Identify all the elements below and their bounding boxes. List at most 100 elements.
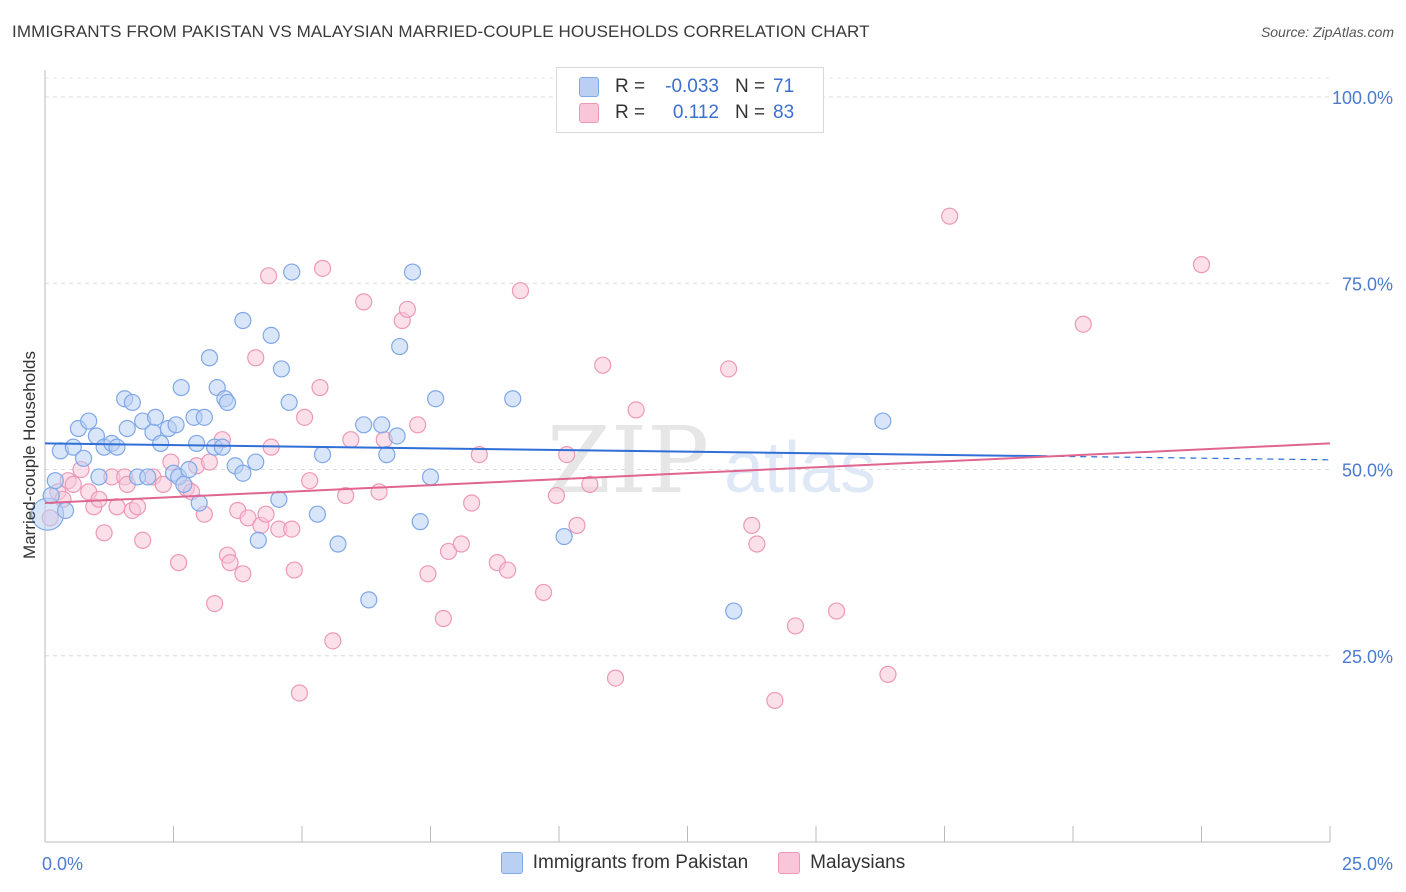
malaysians-point: [200, 453, 219, 471]
pakistan-point: [190, 494, 208, 512]
legend-r-label: R =: [615, 76, 646, 97]
malaysians-point: [511, 282, 530, 300]
malaysians-point: [301, 472, 319, 490]
pakistan-point: [270, 490, 288, 508]
malaysians-point: [581, 475, 599, 493]
legend-row-malaysians: R = 0.112 N = 83: [579, 100, 794, 126]
legend-series-name: Malaysians: [810, 852, 906, 873]
pakistan-point: [123, 393, 141, 412]
pakistan-point: [874, 412, 892, 430]
malaysians-point: [206, 594, 224, 613]
malaysians-point: [827, 602, 846, 620]
malaysians-point: [257, 505, 275, 523]
pakistan-point: [80, 412, 98, 430]
malaysians-point: [627, 401, 645, 419]
y-axis-label: Married-couple Households: [20, 351, 39, 559]
x-tick-label: 0.0%: [42, 854, 83, 874]
malaysians-trend-line: [44, 442, 1331, 505]
pakistan-point: [213, 438, 231, 456]
legend-swatch-pink: [778, 852, 801, 874]
malaysians-points: [41, 207, 1211, 710]
pakistan-point: [188, 434, 206, 453]
malaysians-point: [283, 520, 301, 538]
source-label: Source: ZipAtlas.com: [1260, 24, 1394, 40]
pakistan-point: [74, 449, 93, 467]
legend-swatch-blue: [500, 852, 523, 874]
malaysians-point: [743, 516, 761, 534]
pakistan-point: [272, 360, 291, 378]
pakistan-point: [234, 464, 252, 482]
malaysians-point: [766, 691, 784, 710]
malaysians-point: [311, 378, 329, 397]
pakistan-point: [146, 408, 165, 426]
pakistan-point: [46, 472, 64, 490]
malaysians-point: [439, 542, 458, 561]
pakistan-point: [152, 434, 170, 453]
pakistan-point: [283, 263, 301, 281]
pakistan-point: [373, 416, 391, 434]
pakistan-point: [234, 311, 252, 330]
malaysians-point: [154, 475, 172, 493]
malaysians-point: [606, 669, 625, 687]
axes: [44, 70, 1331, 843]
malaysians-point: [324, 632, 342, 650]
malaysians-point: [419, 565, 437, 583]
malaysians-point: [398, 300, 416, 318]
pakistan-point: [195, 408, 213, 426]
y-tick-label: 25.0%: [1342, 647, 1393, 667]
pakistan-point: [427, 390, 445, 408]
malaysians-point: [499, 561, 517, 579]
malaysians-point: [221, 554, 239, 572]
legend-swatch-pink: [579, 103, 599, 123]
malaysians-point: [95, 524, 113, 542]
malaysians-point: [748, 535, 766, 553]
malaysians-point: [295, 408, 314, 426]
pakistan-point: [378, 446, 396, 464]
pakistan-point: [329, 535, 347, 553]
malaysians-point: [1192, 256, 1211, 274]
pakistan-point: [555, 527, 573, 546]
legend-n-value: 83: [773, 102, 795, 123]
malaysians-point: [64, 475, 82, 493]
malaysians-point: [128, 498, 147, 516]
pakistan-point: [308, 505, 327, 523]
pakistan-point: [280, 393, 298, 412]
legend-n-label: N =: [735, 102, 766, 123]
legend-series-name: Immigrants from Pakistan: [532, 852, 749, 873]
malaysians-point: [558, 446, 576, 464]
malaysians-point: [108, 498, 126, 516]
malaysians-point: [370, 483, 388, 501]
watermark-zip: ZIP: [547, 407, 709, 514]
pakistan-point: [108, 438, 126, 456]
y-tick-label: 75.0%: [1342, 274, 1393, 294]
malaysians-point: [259, 267, 278, 285]
pakistan-point: [247, 453, 265, 471]
legend-n-label: N =: [735, 76, 766, 97]
tick-labels: 25.0% 50.0% 75.0% 100.0% 0.0% 25.0%: [42, 88, 1393, 874]
pakistan-point: [411, 513, 429, 531]
stats-legend: R = -0.033 N = 71 R = 0.112 N = 83: [556, 67, 824, 133]
pakistan-points: [30, 263, 892, 620]
malaysians-point: [134, 531, 152, 549]
series-legend: Immigrants from Pakistan Malaysians: [0, 852, 1406, 874]
legend-item-malaysians: Malaysians: [778, 852, 905, 874]
pakistan-point: [391, 337, 409, 356]
malaysians-point: [594, 356, 612, 374]
malaysians-point: [547, 486, 566, 505]
malaysians-point: [568, 516, 586, 534]
malaysians-point: [720, 360, 738, 378]
y-tick-label: 100.0%: [1332, 88, 1393, 108]
malaysians-point: [342, 431, 360, 449]
pakistan-point: [175, 475, 193, 493]
legend-n-value: 71: [773, 76, 795, 97]
malaysians-point: [355, 293, 373, 311]
malaysians-point: [1074, 315, 1092, 333]
pakistan-point: [56, 501, 75, 520]
chart-title: IMMIGRANTS FROM PAKISTAN VS MALAYSIAN MA…: [12, 22, 870, 41]
pakistan-point: [403, 263, 422, 281]
malaysians-point: [234, 565, 252, 583]
malaysians-point: [285, 561, 303, 579]
pakistan-point: [167, 416, 185, 434]
legend-swatch-blue: [579, 77, 599, 97]
